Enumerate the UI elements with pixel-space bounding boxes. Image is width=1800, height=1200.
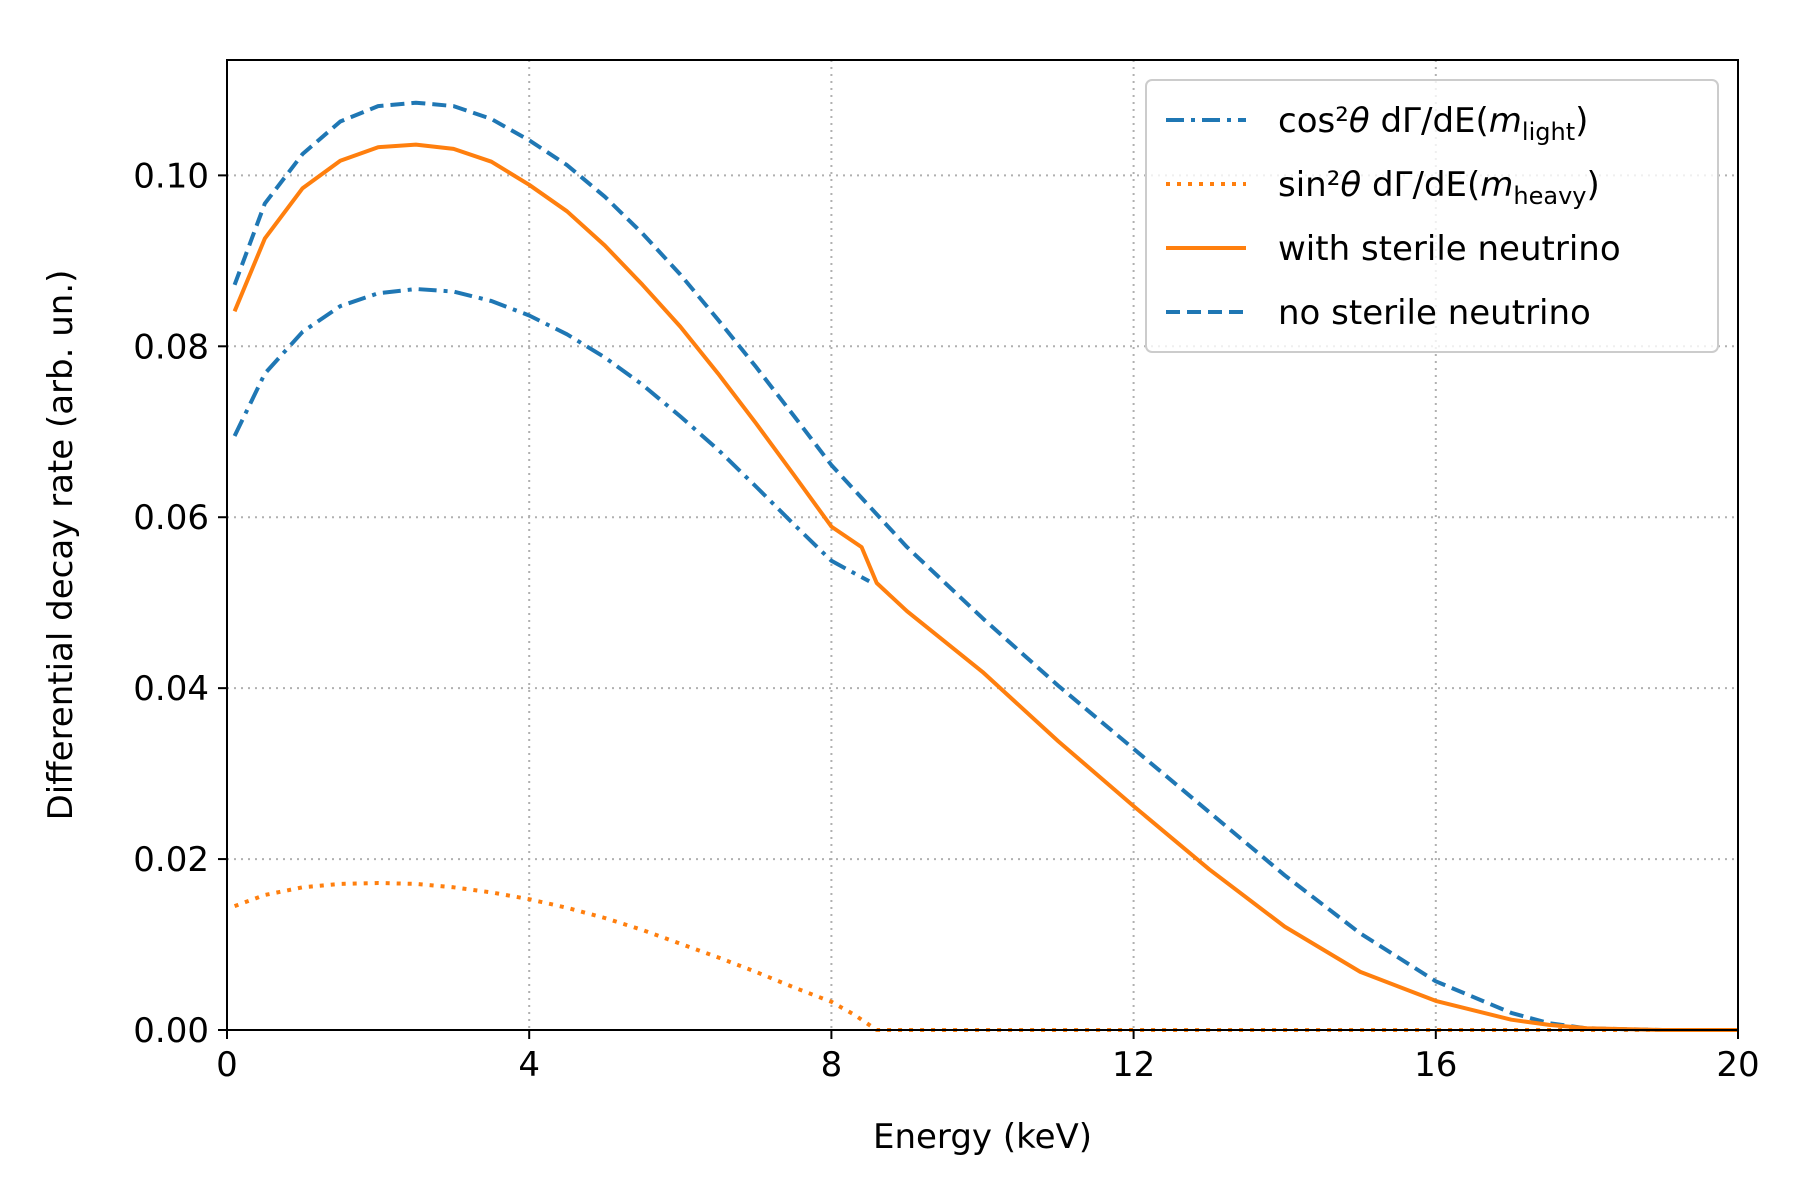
plot-series xyxy=(232,100,1738,1032)
legend-cos-subscript: light xyxy=(1522,118,1575,146)
x-axis-label: Energy (keV) xyxy=(873,1117,1092,1157)
legend-box xyxy=(1145,79,1719,353)
series-line-cos-light xyxy=(232,287,871,584)
legend-cos-mid: dΓ/dE( xyxy=(1370,101,1489,141)
legend-cos-m: m xyxy=(1489,101,1522,141)
legend-label-cos-light: cos²θ dΓ/dE(mlight) xyxy=(1278,101,1588,146)
y-tick-label: 0.06 xyxy=(133,498,209,538)
series-line-with-sterile xyxy=(232,142,1738,1032)
y-tick-label: 0.08 xyxy=(133,327,209,367)
legend-cos-close: ) xyxy=(1575,101,1588,141)
y-axis-ticks: 0.00 0.02 0.04 0.06 0.08 0.10 xyxy=(133,156,227,1051)
legend: cos²θ dΓ/dE(mlight) sin²θ dΓ/dE(mheavy) … xyxy=(1145,79,1719,353)
y-tick-label: 0.00 xyxy=(133,1011,209,1051)
y-tick-label: 0.02 xyxy=(133,840,209,880)
x-tick-label: 4 xyxy=(518,1045,540,1085)
legend-label-sin-heavy: sin²θ dΓ/dE(mheavy) xyxy=(1278,165,1600,210)
x-tick-label: 0 xyxy=(216,1045,238,1085)
x-tick-label: 12 xyxy=(1112,1045,1155,1085)
legend-sin-close: ) xyxy=(1587,165,1600,205)
legend-sin-theta: θ xyxy=(1340,165,1361,205)
legend-sin-subscript: heavy xyxy=(1513,182,1586,210)
x-tick-label: 16 xyxy=(1414,1045,1457,1085)
y-tick-label: 0.10 xyxy=(133,156,209,196)
axes-frame xyxy=(226,59,1739,1031)
legend-sin-mid: dΓ/dE( xyxy=(1361,165,1480,205)
y-tick-label: 0.04 xyxy=(133,669,209,709)
x-axis-ticks: 0 4 8 12 16 20 xyxy=(216,1030,1760,1085)
legend-label-with-sterile: with sterile neutrino xyxy=(1278,229,1621,269)
legend-cos-theta: θ xyxy=(1349,101,1370,141)
x-tick-label: 8 xyxy=(821,1045,843,1085)
y-axis-label: Differential decay rate (arb. un.) xyxy=(41,270,81,821)
series-line-sin-heavy xyxy=(233,881,1738,1032)
legend-cos-prefix: cos² xyxy=(1278,101,1349,141)
legend-sin-prefix: sin² xyxy=(1278,165,1340,205)
legend-label-no-sterile: no sterile neutrino xyxy=(1278,293,1591,333)
legend-sin-m: m xyxy=(1480,165,1513,205)
x-tick-label: 20 xyxy=(1716,1045,1759,1085)
